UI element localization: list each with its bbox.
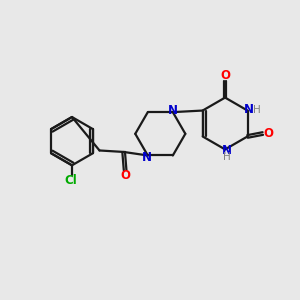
Text: N: N — [222, 144, 232, 157]
Text: H: H — [253, 105, 260, 115]
Text: Cl: Cl — [64, 173, 77, 187]
Text: N: N — [142, 151, 152, 164]
Text: O: O — [120, 169, 130, 182]
Text: O: O — [220, 69, 230, 82]
Text: H: H — [223, 152, 230, 162]
Text: O: O — [263, 127, 273, 140]
Text: N: N — [168, 104, 178, 117]
Text: N: N — [244, 103, 254, 116]
